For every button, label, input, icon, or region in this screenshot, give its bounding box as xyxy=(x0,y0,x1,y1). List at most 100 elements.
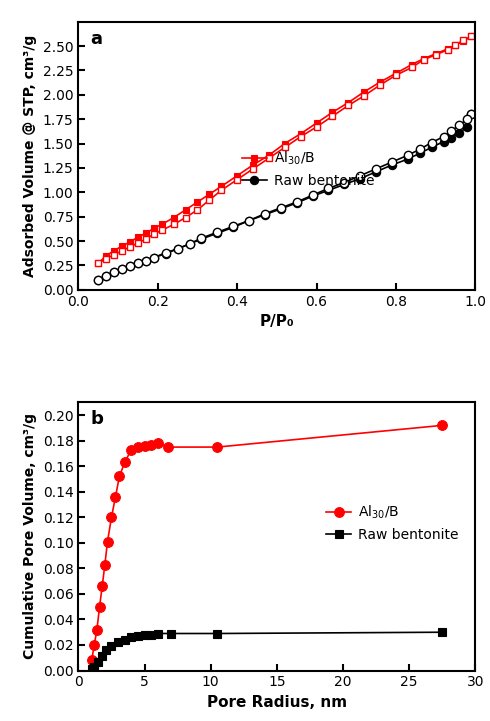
Al$_{30}$/B xyxy=(461,37,466,45)
Al$_{30}$/B xyxy=(108,513,114,521)
Al$_{30}$/B xyxy=(119,242,125,250)
Y-axis label: Adsorbed Volume @ STP, cm³/g: Adsorbed Volume @ STP, cm³/g xyxy=(23,35,37,277)
Raw bentonite xyxy=(174,244,180,253)
Text: b: b xyxy=(90,410,103,428)
Al$_{30}$/B xyxy=(111,247,117,255)
Raw bentonite xyxy=(111,268,117,277)
Raw bentonite xyxy=(310,192,316,200)
Al$_{30}$/B xyxy=(143,229,149,237)
Al$_{30}$/B xyxy=(97,602,102,611)
Raw bentonite xyxy=(429,143,435,151)
Raw bentonite xyxy=(342,180,347,189)
Raw bentonite xyxy=(448,133,454,142)
Raw bentonite xyxy=(128,633,134,642)
Raw bentonite xyxy=(119,265,125,274)
Line: Al$_{30}$/B: Al$_{30}$/B xyxy=(87,420,447,665)
Al$_{30}$/B xyxy=(421,54,427,63)
Al$_{30}$/B xyxy=(219,182,224,191)
Al$_{30}$/B xyxy=(393,69,399,78)
Al$_{30}$/B xyxy=(345,98,351,107)
Line: Raw bentonite: Raw bentonite xyxy=(87,628,446,673)
Al$_{30}$/B xyxy=(127,238,133,247)
Al$_{30}$/B xyxy=(135,233,141,242)
X-axis label: Pore Radius, nm: Pore Radius, nm xyxy=(207,695,347,710)
Raw bentonite xyxy=(95,275,101,284)
Raw bentonite xyxy=(457,128,463,137)
Raw bentonite xyxy=(89,665,95,673)
Raw bentonite xyxy=(357,174,363,183)
Al$_{30}$/B xyxy=(148,441,154,449)
Al$_{30}$/B xyxy=(122,458,127,466)
Raw bentonite xyxy=(143,256,149,265)
Raw bentonite xyxy=(95,658,101,666)
Al$_{30}$/B xyxy=(166,443,171,451)
Raw bentonite xyxy=(465,123,470,131)
Raw bentonite xyxy=(468,110,474,118)
X-axis label: P/P₀: P/P₀ xyxy=(260,314,294,329)
Al$_{30}$/B xyxy=(183,205,189,214)
Al$_{30}$/B xyxy=(103,252,109,260)
Al$_{30}$/B xyxy=(314,119,319,128)
Raw bentonite xyxy=(215,229,220,237)
Raw bentonite xyxy=(135,632,141,640)
Al$_{30}$/B xyxy=(439,421,445,430)
Text: a: a xyxy=(90,30,102,48)
Al$_{30}$/B xyxy=(234,172,240,180)
Al$_{30}$/B xyxy=(266,151,272,159)
Raw bentonite xyxy=(441,137,446,146)
Al$_{30}$/B xyxy=(250,161,256,169)
Raw bentonite xyxy=(122,635,127,644)
Raw bentonite xyxy=(417,149,423,158)
Raw bentonite xyxy=(99,653,105,661)
Al$_{30}$/B xyxy=(113,492,119,501)
Al$_{30}$/B xyxy=(377,78,383,87)
Raw bentonite xyxy=(278,205,284,213)
Al$_{30}$/B xyxy=(89,656,95,665)
Al$_{30}$/B xyxy=(444,45,450,53)
Al$_{30}$/B xyxy=(453,40,459,49)
Al$_{30}$/B xyxy=(215,443,220,451)
Legend: Al$_{30}$/B, Raw bentonite: Al$_{30}$/B, Raw bentonite xyxy=(321,498,465,548)
Raw bentonite xyxy=(151,253,157,262)
Raw bentonite xyxy=(155,629,161,638)
Raw bentonite xyxy=(108,642,114,650)
Al$_{30}$/B xyxy=(151,224,157,233)
Raw bentonite xyxy=(373,167,379,176)
Al$_{30}$/B xyxy=(171,213,176,222)
Al$_{30}$/B xyxy=(94,625,100,634)
Raw bentonite xyxy=(142,630,147,639)
Raw bentonite xyxy=(103,646,109,655)
Raw bentonite xyxy=(262,211,268,219)
Legend: Al$_{30}$/B, Raw bentonite: Al$_{30}$/B, Raw bentonite xyxy=(236,144,380,193)
Al$_{30}$/B xyxy=(155,439,161,448)
Al$_{30}$/B xyxy=(468,32,474,40)
Raw bentonite xyxy=(148,630,154,639)
Al$_{30}$/B xyxy=(95,259,101,267)
Raw bentonite xyxy=(439,628,445,637)
Al$_{30}$/B xyxy=(102,560,108,569)
Raw bentonite xyxy=(294,199,300,208)
Raw bentonite xyxy=(215,629,220,638)
Al$_{30}$/B xyxy=(117,472,122,481)
Al$_{30}$/B xyxy=(361,87,367,96)
Raw bentonite xyxy=(230,223,236,231)
Al$_{30}$/B xyxy=(99,582,105,590)
Al$_{30}$/B xyxy=(329,108,335,117)
Al$_{30}$/B xyxy=(104,537,110,546)
Raw bentonite xyxy=(135,259,141,267)
Al$_{30}$/B xyxy=(135,443,141,451)
Raw bentonite xyxy=(163,249,169,258)
Raw bentonite xyxy=(405,155,411,164)
Al$_{30}$/B xyxy=(433,50,439,58)
Al$_{30}$/B xyxy=(298,130,304,138)
Raw bentonite xyxy=(103,272,109,280)
Y-axis label: Cumulative Pore Volume, cm³/g: Cumulative Pore Volume, cm³/g xyxy=(23,413,37,660)
Raw bentonite xyxy=(198,235,204,244)
Raw bentonite xyxy=(389,161,395,169)
Raw bentonite xyxy=(127,262,133,270)
Raw bentonite xyxy=(325,186,331,195)
Al$_{30}$/B xyxy=(282,139,288,148)
Raw bentonite xyxy=(115,638,121,647)
Al$_{30}$/B xyxy=(91,641,97,650)
Raw bentonite xyxy=(168,629,174,638)
